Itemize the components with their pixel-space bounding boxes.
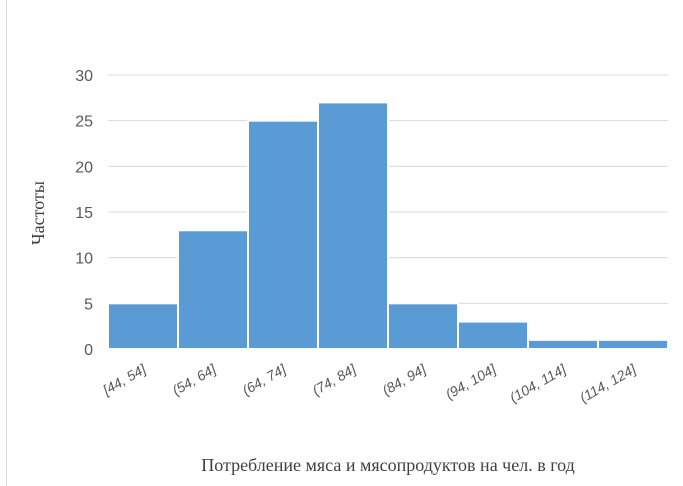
histogram-bar (247, 119, 319, 350)
x-axis-title: Потребление мяса и мясопродуктов на чел.… (201, 455, 575, 475)
y-tick-label: 10 (75, 251, 93, 268)
histogram-bar (597, 338, 669, 351)
histogram-bar (107, 302, 179, 351)
x-tick-label: (84, 94] (379, 360, 429, 398)
x-tick-label: (104, 114] (507, 360, 570, 405)
x-tick-label: (94, 104] (443, 360, 500, 402)
y-tick-label: 20 (75, 159, 93, 176)
histogram-bar (527, 338, 599, 351)
y-tick-label: 30 (75, 68, 93, 85)
x-tick-label: (64, 74] (239, 360, 289, 398)
y-tick-label: 25 (75, 114, 93, 131)
x-tick-label: (74, 84] (309, 360, 359, 398)
histogram-bar (387, 302, 459, 351)
frame-divider (6, 0, 7, 486)
y-tick-label: 0 (84, 342, 93, 359)
y-tick-label: 15 (75, 205, 93, 222)
histogram-bar (177, 229, 249, 350)
y-tick-label: 5 (84, 296, 93, 313)
histogram-bar (457, 320, 529, 351)
y-axis-title: Частоты (28, 181, 48, 245)
histogram-bar (317, 101, 389, 351)
x-tick-label: [44, 54] (99, 360, 149, 398)
x-tick-label: (54, 64] (169, 360, 219, 398)
x-tick-label: (114, 124] (577, 360, 640, 405)
